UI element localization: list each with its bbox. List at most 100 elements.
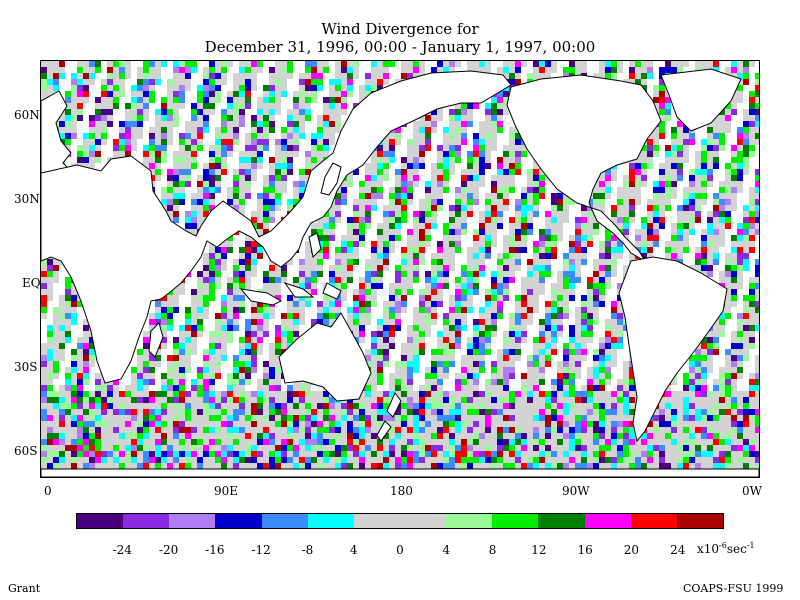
divergence-cell — [413, 139, 419, 145]
divergence-cell — [755, 139, 759, 145]
divergence-cell — [719, 379, 725, 385]
divergence-cell — [119, 397, 125, 403]
divergence-cell — [269, 187, 275, 193]
divergence-cell — [173, 373, 179, 379]
divergence-cell — [737, 397, 743, 403]
divergence-cell — [353, 67, 359, 73]
divergence-cell — [737, 151, 743, 157]
divergence-cell — [533, 163, 539, 169]
divergence-cell — [719, 241, 725, 247]
divergence-cell — [449, 331, 455, 337]
divergence-cell — [257, 97, 263, 103]
divergence-cell — [77, 79, 83, 85]
divergence-cell — [743, 133, 749, 139]
divergence-cell — [251, 313, 257, 319]
divergence-cell — [587, 379, 593, 385]
divergence-cell — [419, 325, 425, 331]
divergence-cell — [695, 397, 701, 403]
divergence-cell — [725, 103, 731, 109]
divergence-cell — [41, 403, 47, 409]
divergence-cell — [185, 217, 191, 223]
divergence-cell — [731, 253, 737, 259]
divergence-cell — [197, 187, 203, 193]
divergence-cell — [41, 85, 47, 91]
divergence-cell — [461, 127, 467, 133]
divergence-cell — [413, 217, 419, 223]
divergence-cell — [119, 61, 125, 67]
divergence-cell — [725, 265, 731, 271]
divergence-cell — [671, 391, 677, 397]
divergence-cell — [233, 373, 239, 379]
divergence-cell — [215, 145, 221, 151]
divergence-cell — [65, 397, 71, 403]
divergence-cell — [185, 85, 191, 91]
divergence-cell — [701, 187, 707, 193]
divergence-cell — [419, 343, 425, 349]
divergence-cell — [239, 289, 245, 295]
divergence-cell — [443, 331, 449, 337]
divergence-cell — [161, 145, 167, 151]
divergence-cell — [683, 229, 689, 235]
divergence-cell — [569, 337, 575, 343]
divergence-cell — [395, 385, 401, 391]
divergence-cell — [491, 289, 497, 295]
divergence-cell — [689, 175, 695, 181]
divergence-cell — [539, 73, 545, 79]
divergence-cell — [455, 277, 461, 283]
divergence-cell — [323, 217, 329, 223]
divergence-cell — [593, 283, 599, 289]
divergence-cell — [551, 295, 557, 301]
divergence-cell — [515, 241, 521, 247]
divergence-cell — [347, 319, 353, 325]
divergence-cell — [575, 307, 581, 313]
divergence-cell — [131, 397, 137, 403]
divergence-cell — [287, 337, 293, 343]
divergence-cell — [473, 163, 479, 169]
divergence-cell — [59, 127, 65, 133]
divergence-cell — [455, 109, 461, 115]
divergence-cell — [605, 325, 611, 331]
divergence-cell — [707, 139, 713, 145]
divergence-cell — [605, 277, 611, 283]
divergence-cell — [143, 331, 149, 337]
divergence-cell — [755, 283, 759, 289]
divergence-cell — [749, 319, 755, 325]
divergence-cell — [233, 181, 239, 187]
divergence-cell — [89, 157, 95, 163]
divergence-cell — [371, 301, 377, 307]
divergence-cell — [473, 247, 479, 253]
divergence-cell — [731, 397, 737, 403]
divergence-cell — [407, 175, 413, 181]
divergence-cell — [563, 361, 569, 367]
divergence-cell — [263, 361, 269, 367]
divergence-cell — [503, 259, 509, 265]
divergence-cell — [737, 367, 743, 373]
divergence-cell — [611, 319, 617, 325]
divergence-cell — [431, 367, 437, 373]
divergence-cell — [221, 151, 227, 157]
divergence-cell — [287, 115, 293, 121]
divergence-cell — [233, 205, 239, 211]
divergence-cell — [647, 133, 653, 139]
divergence-cell — [629, 163, 635, 169]
divergence-cell — [269, 289, 275, 295]
divergence-cell — [593, 391, 599, 397]
divergence-cell — [611, 349, 617, 355]
divergence-cell — [749, 121, 755, 127]
divergence-cell — [551, 379, 557, 385]
divergence-cell — [449, 325, 455, 331]
divergence-cell — [209, 355, 215, 361]
divergence-cell — [515, 319, 521, 325]
divergence-cell — [449, 397, 455, 403]
divergence-cell — [449, 61, 455, 67]
divergence-cell — [257, 223, 263, 229]
divergence-cell — [617, 283, 623, 289]
divergence-cell — [317, 121, 323, 127]
divergence-cell — [137, 355, 143, 361]
divergence-cell — [239, 253, 245, 259]
divergence-cell — [725, 175, 731, 181]
divergence-cell — [83, 73, 89, 79]
divergence-cell — [281, 151, 287, 157]
divergence-cell — [737, 313, 743, 319]
divergence-cell — [731, 361, 737, 367]
